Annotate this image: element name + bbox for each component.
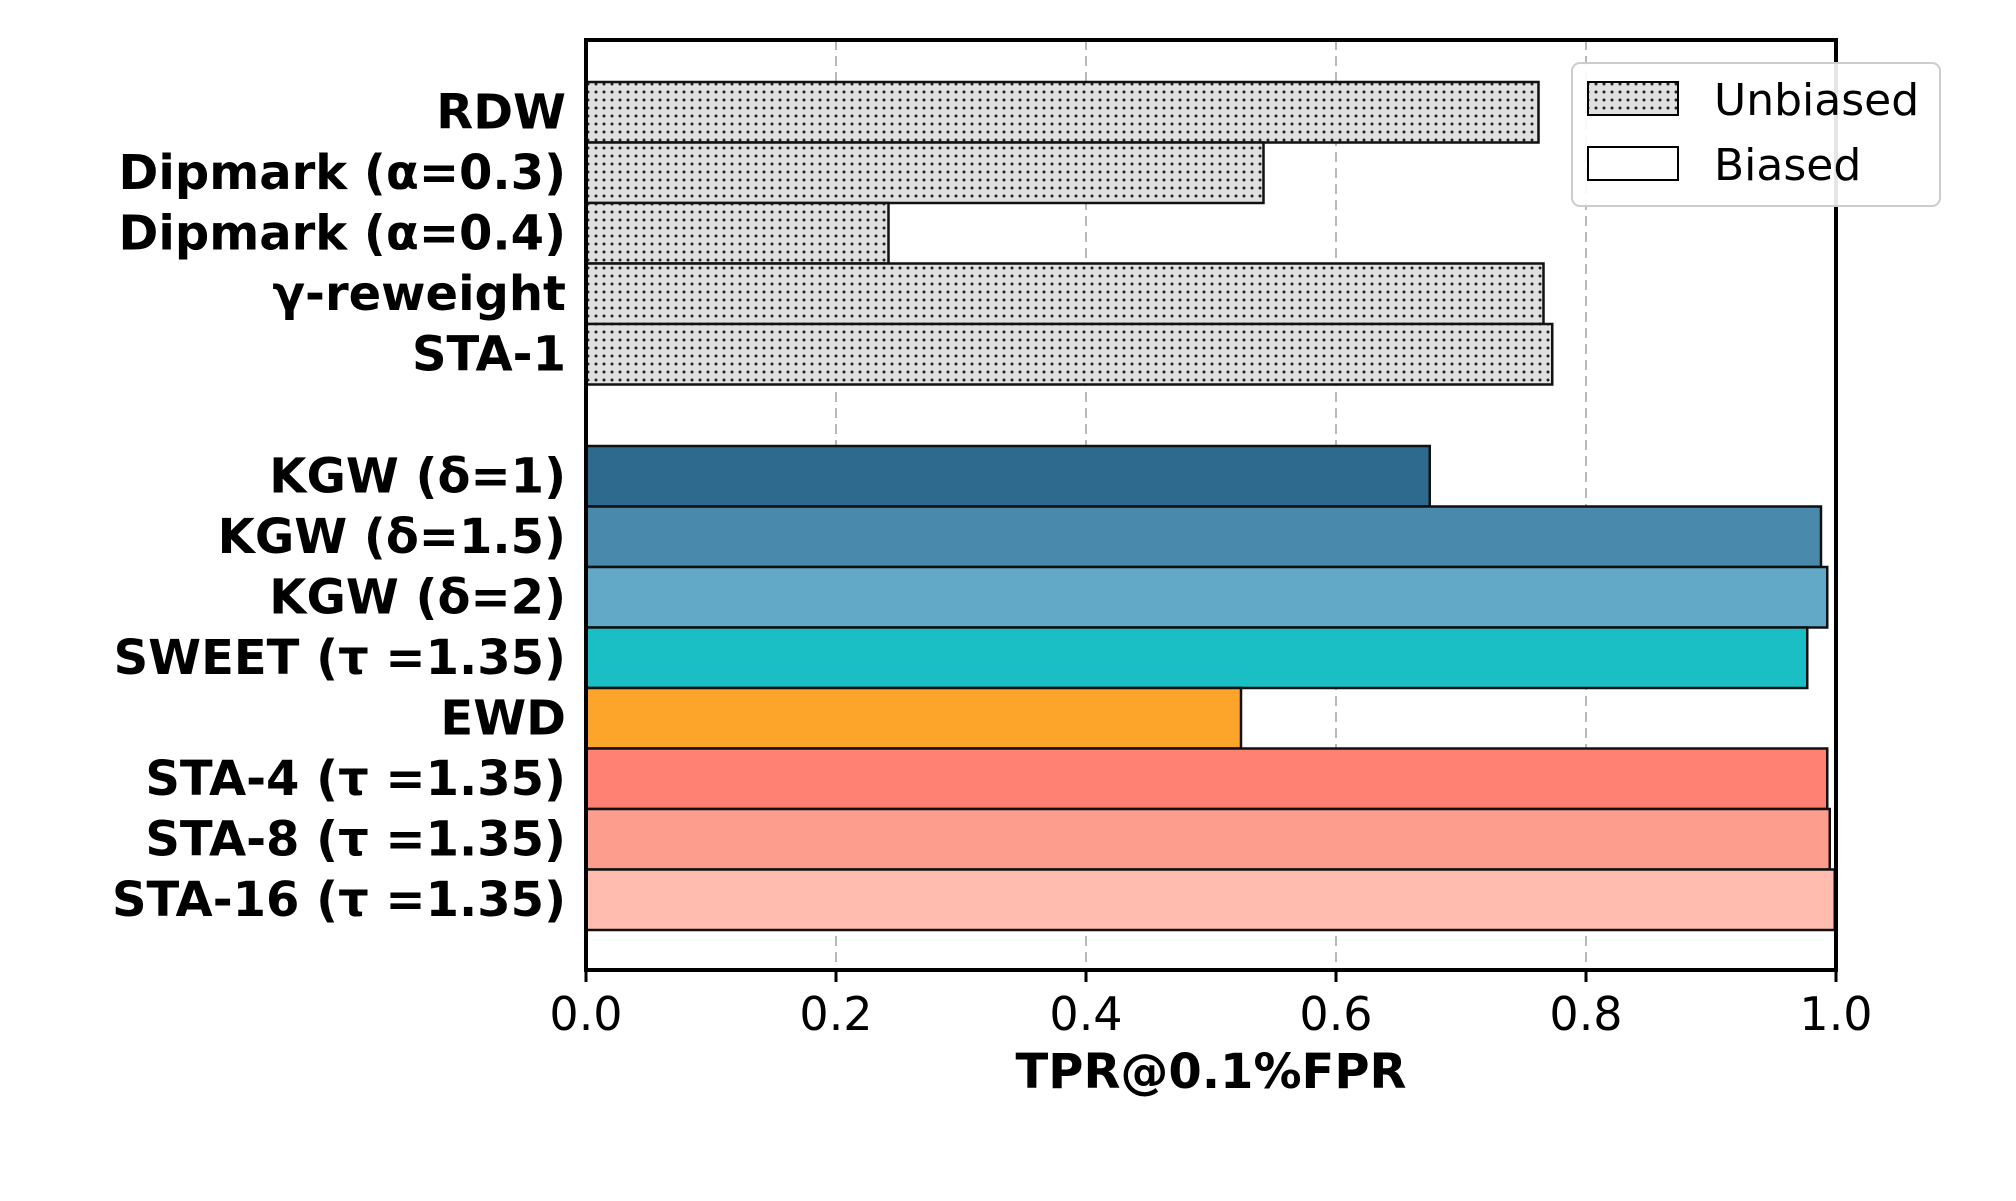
x-tick-label: 1.0 <box>1799 987 1872 1041</box>
category-label: RDW <box>436 84 566 140</box>
category-label: KGW (δ=2) <box>269 569 566 625</box>
x-tick-label: 0.6 <box>1299 987 1372 1041</box>
category-label: KGW (δ=1) <box>269 448 566 504</box>
legend-label-unbiased: Unbiased <box>1714 75 1919 126</box>
bar-rdw <box>584 80 1540 144</box>
category-label: Dipmark (α=0.4) <box>119 205 566 261</box>
bar-kgw-2 <box>584 565 1829 629</box>
category-label: STA-8 (τ =1.35) <box>145 811 566 867</box>
x-tick-label: 0.4 <box>1049 987 1122 1041</box>
bar-dipmark-0-4 <box>584 201 890 265</box>
x-tick-label: 0.2 <box>799 987 872 1041</box>
category-label: EWD <box>440 690 566 746</box>
axes <box>584 38 1838 972</box>
bar-sta-16-1-35 <box>584 868 1836 932</box>
bar-dipmark-0-3 <box>584 141 1265 205</box>
category-label: γ-reweight <box>272 266 566 322</box>
legend-swatch-biased <box>1587 146 1679 181</box>
legend-label-biased: Biased <box>1714 140 1861 191</box>
bar-sta-8-1-35 <box>584 807 1831 871</box>
bar-ewd <box>584 686 1243 750</box>
bar-kgw-1 <box>584 444 1431 508</box>
category-label: STA-16 (τ =1.35) <box>112 872 566 928</box>
category-label: Dipmark (α=0.3) <box>119 145 566 201</box>
bar-kgw-1-5 <box>584 505 1823 569</box>
x-axis-ticks: 0.0 0.2 0.4 0.6 0.8 1.0 <box>549 970 1873 1041</box>
legend-swatch-unbiased <box>1587 81 1679 116</box>
x-axis-title: TPR@0.1%FPR <box>1016 1044 1407 1100</box>
category-label: KGW (δ=1.5) <box>218 509 566 565</box>
category-label: STA-4 (τ =1.35) <box>145 751 566 807</box>
bars <box>584 80 1836 932</box>
plot-frame <box>584 38 1838 972</box>
category-label: STA-1 <box>412 326 566 382</box>
bar-sta-1 <box>584 322 1554 386</box>
x-tick-label: 0.8 <box>1549 987 1622 1041</box>
category-label: SWEET (τ =1.35) <box>114 630 566 686</box>
bar-sta-4-1-35 <box>584 747 1829 811</box>
bar-sweet-1-35 <box>584 626 1809 690</box>
bar-reweight <box>584 262 1545 326</box>
x-tick-label: 0.0 <box>549 987 622 1041</box>
legend: Unbiased Biased <box>1571 62 1941 207</box>
